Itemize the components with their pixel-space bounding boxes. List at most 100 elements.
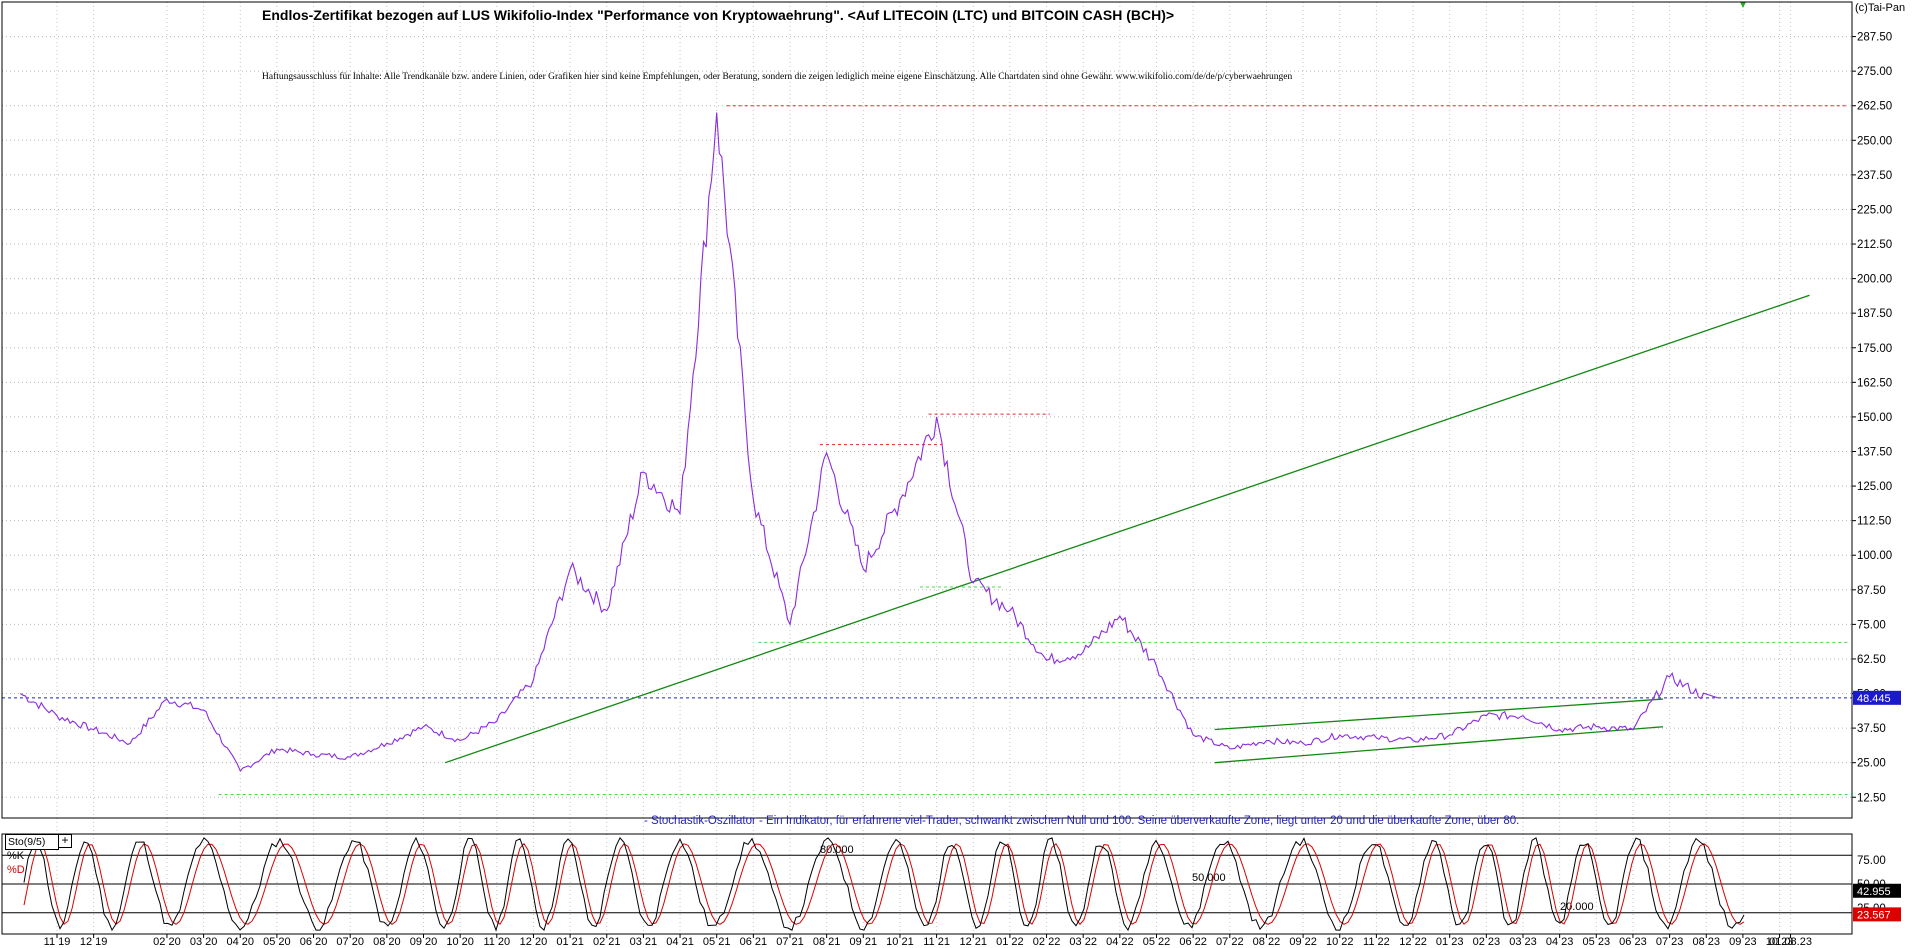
price-panel-frame — [1, 1, 1853, 819]
time-tick-label: 11 20 — [483, 936, 510, 948]
time-tick-label: 05 22 — [1143, 936, 1171, 948]
time-axis: 11 19 12 19 02 20 03 20 04 20 05 20 06 20 07 20… — [44, 934, 1812, 948]
time-tick-label: 03 22 — [1069, 936, 1097, 948]
trend-line — [1214, 726, 1664, 764]
time-tick-label: 03 20 — [190, 936, 218, 948]
time-tick-label: 08 21 — [813, 936, 841, 948]
time-tick-label: 08 20 — [373, 936, 401, 948]
price-tick-label: 162.50 — [1857, 377, 1892, 389]
expand-plus-icon[interactable]: + — [58, 834, 72, 848]
time-tick-label: 01.08.23 — [1769, 936, 1812, 948]
time-tick-label: 09 22 — [1289, 936, 1317, 948]
price-gridlines — [2, 36, 1852, 798]
price-tick-label: 200.00 — [1857, 274, 1892, 286]
price-tick-label: 12.50 — [1857, 792, 1886, 804]
last-price-tag: 48.445 — [1857, 693, 1891, 705]
level-20-label: 20.000 — [1560, 901, 1594, 913]
top-green-marker — [1740, 2, 1746, 8]
time-tick-label: 10 22 — [1326, 936, 1354, 948]
disclaimer-text: Haftungsausschluss für Inhalte: Alle Tre… — [262, 72, 1293, 82]
stoch-k-tag-bg — [1853, 883, 1901, 898]
time-tick-label: 05 20 — [263, 936, 291, 948]
legend-k: %K — [7, 850, 25, 862]
time-tick-label: 09 20 — [410, 936, 438, 948]
time-tick-label: 06 20 — [300, 936, 328, 948]
time-tick-label: 12 21 — [959, 936, 987, 948]
price-line — [20, 112, 1719, 773]
price-axis: 12.5025.0037.5050.0062.5075.0087.50100.0… — [1852, 32, 1892, 804]
time-tick-label: 07 20 — [336, 936, 364, 948]
time-tick-label: 07 22 — [1216, 936, 1244, 948]
time-tick-label: 08 22 — [1253, 936, 1281, 948]
time-tick-label: 04 22 — [1106, 936, 1134, 948]
oscillator-tick-label: 75.00 — [1857, 855, 1886, 867]
price-tick-label: 37.50 — [1857, 723, 1886, 735]
time-tick-label: 04 20 — [226, 936, 254, 948]
price-tick-label: 112.50 — [1857, 516, 1891, 528]
time-tick-label: 03 21 — [630, 936, 658, 948]
time-tick-label: 09 23 — [1729, 936, 1757, 948]
time-tick-label: 11 22 — [1363, 936, 1390, 948]
price-tick-label: 225.00 — [1857, 204, 1892, 216]
price-tick-label: 100.00 — [1857, 550, 1892, 562]
trend-line — [1214, 698, 1663, 731]
time-tick-label: 06 21 — [740, 936, 768, 948]
price-tick-label: 150.00 — [1857, 412, 1892, 424]
time-tick-label: 11 21 — [923, 936, 950, 948]
time-tick-label: 08 23 — [1692, 936, 1720, 948]
oscillator-panel-frame — [1, 833, 1853, 935]
time-tick-label: 07 21 — [776, 936, 804, 948]
oscillator-name: Sto(9/5) — [8, 836, 46, 848]
level-50-label: 50.000 — [1192, 872, 1226, 884]
price-tick-label: 250.00 — [1857, 135, 1892, 147]
time-tick-label: 12 20 — [520, 936, 548, 948]
time-tick-label: 05 23 — [1583, 936, 1611, 948]
time-gridlines — [56, 2, 1792, 934]
trend-lines — [444, 294, 1810, 764]
price-tick-label: 25.00 — [1857, 758, 1886, 770]
time-tick-label: 02 22 — [1033, 936, 1061, 948]
price-tick-label: 125.00 — [1857, 481, 1892, 493]
time-tick-label: 04 23 — [1546, 936, 1574, 948]
price-tick-label: 187.50 — [1857, 308, 1892, 320]
stoch-d-line — [23, 842, 1745, 926]
price-tick-label: 287.50 — [1857, 32, 1892, 44]
time-tick-label: 01 23 — [1436, 936, 1464, 948]
price-tick-label: 62.50 — [1857, 654, 1886, 666]
time-tick-label: 02 20 — [153, 936, 181, 948]
copyright-label: (c)Tai-Pan — [1855, 2, 1906, 14]
price-tick-label: 237.50 — [1857, 170, 1892, 182]
time-tick-label: 12 19 — [80, 936, 108, 948]
price-tick-label: 175.00 — [1857, 343, 1892, 355]
price-tick-label: 137.50 — [1857, 446, 1892, 458]
price-tick-label: 75.00 — [1857, 619, 1886, 631]
time-tick-label: 10 20 — [446, 936, 474, 948]
price-tick-label: 262.50 — [1857, 101, 1892, 113]
trend-line — [444, 294, 1810, 764]
level-80-label: 80.000 — [820, 844, 854, 856]
last-price-tag-bg — [1853, 690, 1901, 705]
stoch-k-line — [23, 836, 1745, 932]
stoch-k-tag: 42.955 — [1857, 886, 1891, 898]
time-tick-label: 07 23 — [1656, 936, 1684, 948]
oscillator-name-box[interactable]: Sto(9/5) + — [5, 834, 72, 850]
time-tick-label: 02 23 — [1473, 936, 1501, 948]
time-tick-label: 03 23 — [1509, 936, 1537, 948]
time-tick-label: 12 22 — [1399, 936, 1427, 948]
time-tick-label: 09 21 — [850, 936, 878, 948]
oscillator-description: - Stochastik-Oszillator - Ein Indikator,… — [644, 815, 1520, 827]
legend-d: %D — [7, 864, 25, 876]
time-tick-label: 10 23 — [1766, 936, 1794, 948]
horizontal-levels — [2, 105, 1852, 795]
stoch-d-tag-bg — [1853, 907, 1901, 922]
price-tick-label: 275.00 — [1857, 66, 1892, 78]
time-tick-label: 06 23 — [1619, 936, 1647, 948]
time-tick-label: 01 22 — [996, 936, 1024, 948]
price-tick-label: 87.50 — [1857, 585, 1886, 597]
time-tick-label: 04 21 — [666, 936, 694, 948]
time-tick-label: 01 21 — [556, 936, 584, 948]
time-tick-label: 10 21 — [886, 936, 914, 948]
time-tick-label: 05 21 — [703, 936, 731, 948]
time-tick-label: 11 19 — [44, 936, 71, 948]
